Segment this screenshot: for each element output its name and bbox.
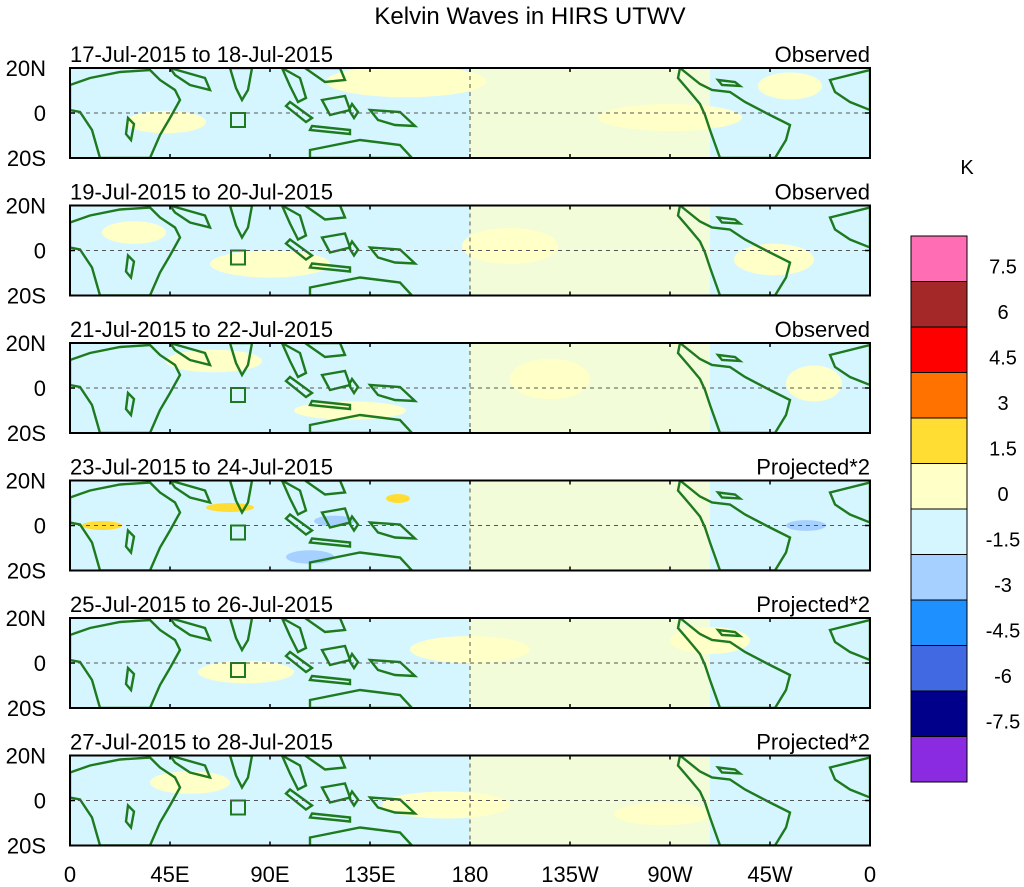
panel-tag: Observed <box>775 317 870 342</box>
lat-tick-label: 20S <box>7 421 46 446</box>
lat-tick-label: 20S <box>7 146 46 171</box>
map-panel: 23-Jul-2015 to 24-Jul-2015 Projected*2 20N… <box>6 455 871 584</box>
colorbar-tick-label: -1.5 <box>986 530 1020 552</box>
colorbar-tick-label: 7.5 <box>989 257 1017 279</box>
panel-tag: Observed <box>775 180 870 205</box>
lat-tick-label: 20S <box>7 834 46 859</box>
colorbar-tick-label: -3 <box>994 575 1012 597</box>
colorbar-swatch <box>910 463 968 510</box>
lat-tick-label: 20N <box>6 56 46 81</box>
lon-tick-label: 180 <box>452 862 489 887</box>
panel-date-range: 27-Jul-2015 to 28-Jul-2015 <box>70 730 333 755</box>
colorbar-swatch <box>910 599 968 646</box>
lat-tick-label: 20N <box>6 469 46 494</box>
colorbar-swatch <box>910 417 968 464</box>
colorbar-tick-label: -6 <box>994 666 1012 688</box>
panel-tag: Projected*2 <box>756 455 870 480</box>
lon-tick-label: 90W <box>647 862 692 887</box>
lon-tick-label: 135W <box>541 862 599 887</box>
lat-tick-label: 20N <box>6 194 46 219</box>
lat-tick-label: 0 <box>34 651 46 676</box>
panel-tag: Projected*2 <box>756 592 870 617</box>
lat-tick-label: 20S <box>7 559 46 584</box>
colorbar-tick-label: -4.5 <box>986 621 1020 643</box>
lat-tick-label: 20S <box>7 284 46 309</box>
lon-tick-label: 0 <box>64 862 76 887</box>
lat-tick-label: 0 <box>34 514 46 539</box>
colorbar-tick-label: -7.5 <box>986 712 1020 734</box>
lat-tick-label: 20S <box>7 696 46 721</box>
colorbar: 7.5 6 4.5 3 1.5 0 -1.5 -3 -4.5 -6 -7.5 <box>910 235 1020 783</box>
lon-tick-label: 90E <box>250 862 289 887</box>
panel-date-range: 17-Jul-2015 to 18-Jul-2015 <box>70 42 333 67</box>
map-panel: 25-Jul-2015 to 26-Jul-2015 Projected*2 20N… <box>6 592 871 721</box>
map-panel: 27-Jul-2015 to 28-Jul-2015 Projected*2 20N… <box>6 730 871 859</box>
colorbar-tick-label: 6 <box>997 302 1008 324</box>
lat-tick-label: 0 <box>34 789 46 814</box>
lon-tick-label: 0 <box>864 862 876 887</box>
colorbar-tick-label: 0 <box>997 484 1008 506</box>
colorbar-swatch <box>910 326 968 373</box>
colorbar-swatch <box>910 554 968 601</box>
lon-tick-label: 135E <box>344 862 395 887</box>
lat-tick-label: 0 <box>34 376 46 401</box>
lon-tick-label: 45W <box>747 862 792 887</box>
colorbar-tick-label: 1.5 <box>989 439 1017 461</box>
panel-tag: Projected*2 <box>756 730 870 755</box>
colorbar-tick-label: 3 <box>997 393 1008 415</box>
longitude-axis: 0 45E 90E 135E 180 135W 90W 45W 0 <box>64 862 876 887</box>
colorbar-swatch <box>910 372 968 419</box>
panel-date-range: 25-Jul-2015 to 26-Jul-2015 <box>70 592 333 617</box>
colorbar-swatch <box>910 235 968 282</box>
lat-tick-label: 20N <box>6 606 46 631</box>
colorbar-tick-label: 4.5 <box>989 348 1017 370</box>
map-panel: 21-Jul-2015 to 22-Jul-2015 Observed 20N 0 20… <box>6 317 871 446</box>
figure-title: Kelvin Waves in HIRS UTWV <box>374 3 685 30</box>
panel-date-range: 23-Jul-2015 to 24-Jul-2015 <box>70 455 333 480</box>
colorbar-swatch <box>910 281 968 328</box>
colorbar-swatch <box>910 508 968 555</box>
lat-tick-label: 0 <box>34 239 46 264</box>
colorbar-swatch <box>910 690 968 737</box>
panel-date-range: 21-Jul-2015 to 22-Jul-2015 <box>70 317 333 342</box>
map-panels: 17-Jul-2015 to 18-Jul-2015 Observed 20N 0 20… <box>6 42 871 859</box>
lat-tick-label: 0 <box>34 101 46 126</box>
colorbar-unit: K <box>960 157 974 179</box>
colorbar-swatch <box>910 645 968 692</box>
panel-date-range: 19-Jul-2015 to 20-Jul-2015 <box>70 180 333 205</box>
lon-tick-label: 45E <box>150 862 189 887</box>
map-panel: 17-Jul-2015 to 18-Jul-2015 Observed 20N 0 20… <box>6 42 871 171</box>
lat-tick-label: 20N <box>6 744 46 769</box>
colorbar-swatch <box>910 736 968 783</box>
map-panel: 19-Jul-2015 to 20-Jul-2015 Observed 20N 0 20… <box>6 180 871 309</box>
lat-tick-label: 20N <box>6 331 46 356</box>
panel-tag: Observed <box>775 42 870 67</box>
